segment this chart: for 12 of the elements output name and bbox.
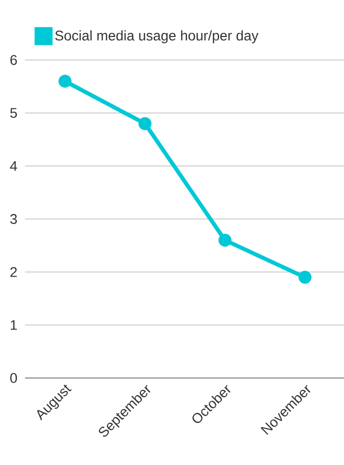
- point: [138, 117, 152, 130]
- legend-label: Social media usage hour/per day: [55, 30, 258, 44]
- y-tick-label: 5: [10, 108, 17, 118]
- y-tick-label: 0: [10, 373, 17, 383]
- point: [298, 270, 312, 284]
- point: [58, 74, 72, 88]
- y-tick-label: 2: [10, 267, 17, 277]
- point: [218, 234, 232, 247]
- y-tick-label: 1: [10, 320, 17, 330]
- y-tick-label: 4: [10, 161, 18, 171]
- y-tick-label: 6: [10, 55, 17, 65]
- y-tick-label: 3: [10, 214, 17, 224]
